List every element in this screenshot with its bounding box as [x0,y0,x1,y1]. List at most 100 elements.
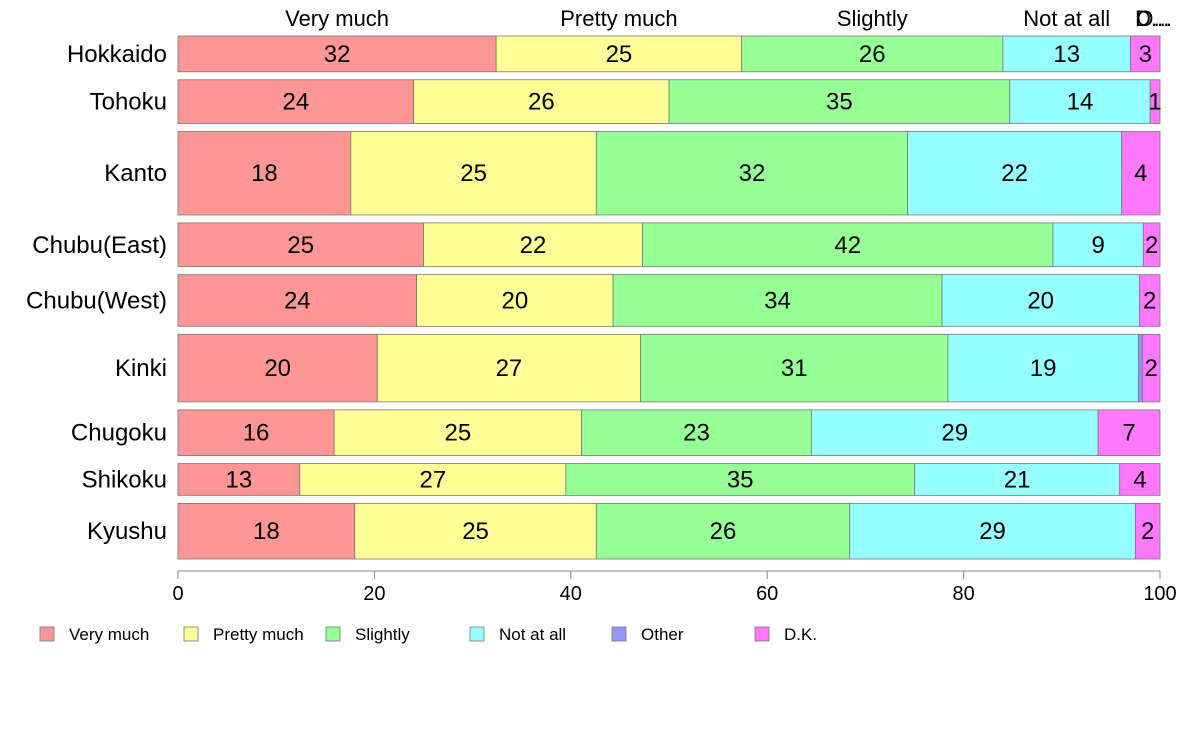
top-label-2: Slightly [837,6,908,31]
bar-segment [1097,409,1161,456]
data-label: 21 [1004,466,1031,493]
data-label: 2 [1145,232,1158,259]
data-label: 20 [1027,287,1054,314]
bar-segment [595,131,909,216]
top-label-5: D... [1135,6,1169,31]
bar-segment [1052,222,1144,268]
x-tick-label: 0 [172,583,183,605]
legend-swatch [325,626,341,642]
data-label: 18 [253,518,280,545]
bar-segment [668,79,1011,124]
bar-segment [1138,274,1161,327]
bar-segment [612,274,943,327]
bar-segment [413,79,670,124]
bar-segment [177,131,352,216]
data-label: 34 [764,287,791,314]
bar-segment [1137,333,1143,403]
bar-segment [741,35,1004,73]
bar-segment [1002,35,1131,73]
bar-segment [1009,79,1151,124]
category-label: Hokkaido [67,41,167,68]
x-tick-label: 80 [952,583,974,605]
bar-segment [177,502,356,560]
legend-label: Very much [69,625,149,644]
bar-segment [376,333,641,403]
category-label: Chubu(East) [32,232,167,259]
data-label: 27 [419,466,446,493]
data-label: 29 [941,420,968,447]
x-tick-label: 40 [560,583,582,605]
data-label: 23 [683,420,710,447]
data-label: 42 [834,232,861,259]
bar-segment [849,502,1136,560]
data-label: 9 [1091,232,1104,259]
data-label: 22 [1001,160,1028,187]
data-label: 32 [324,41,351,68]
data-label: 25 [460,160,487,187]
data-label: 22 [520,232,547,259]
bar-segment [1142,222,1161,268]
legend-swatch [611,626,627,642]
top-label-3: Not at all [1023,6,1110,31]
data-label: 3 [1139,41,1152,68]
category-label: Chubu(West) [26,287,167,314]
bar-segment [640,333,949,403]
data-label: 2 [1141,518,1154,545]
bar-segment [177,409,335,456]
data-label: 4 [1133,466,1146,493]
top-label-4: O... [1136,6,1171,31]
data-label: 20 [264,355,291,382]
bar-segment [810,409,1099,456]
top-label-1: Pretty much [560,6,677,31]
bar-segment [177,222,424,268]
data-label: 7 [1122,420,1135,447]
data-label: 25 [606,41,633,68]
data-label: 18 [251,160,278,187]
data-label: 25 [445,420,472,447]
category-label: Shikoku [82,466,167,493]
legend-swatch [469,626,485,642]
bar-segment [177,35,497,73]
bar-segment [595,502,851,560]
data-label: 31 [781,355,808,382]
data-label: 2 [1144,355,1157,382]
top-label-0: Very much [285,6,389,31]
data-label: 1 [1148,89,1161,116]
bar-segment [1130,35,1161,73]
data-label: 24 [284,287,311,314]
bar-segment [642,222,1054,268]
data-label: 4 [1134,160,1147,187]
data-label: 25 [287,232,314,259]
legend-swatch [39,626,55,642]
bar-segment [495,35,743,73]
bar-segment [1149,79,1161,124]
data-label: 14 [1067,89,1094,116]
bar-segment [299,463,567,496]
data-label: 27 [496,355,523,382]
category-label: Tohoku [90,89,167,116]
bar-segment [565,463,915,496]
legend-label: Other [641,625,684,644]
data-label: 26 [859,41,886,68]
bar-segment [423,222,643,268]
category-label: Kyushu [87,518,167,545]
category-label: Kanto [104,160,167,187]
legend-swatch [183,626,199,642]
legend-label: Not at all [499,625,566,644]
x-tick-label: 60 [756,583,778,605]
bar-segment [947,333,1139,403]
x-tick-label: 20 [363,583,385,605]
bar-segment [177,79,415,124]
data-label: 25 [462,518,489,545]
bar-segment [1141,333,1161,403]
legend-label: D.K. [784,625,817,644]
data-label: 26 [710,518,737,545]
bar-segment [1119,463,1161,496]
data-label: 24 [282,89,309,116]
legend-label: Slightly [355,625,410,644]
data-label: 20 [501,287,528,314]
bar-segment [177,463,301,496]
category-label: Chugoku [71,420,167,447]
data-label: 35 [826,89,853,116]
